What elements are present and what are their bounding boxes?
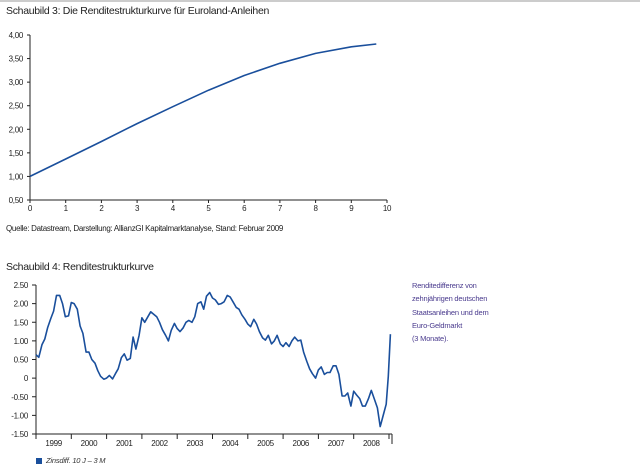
x-tick-label: 10 bbox=[383, 204, 392, 213]
y-tick-label: 2.50 bbox=[14, 281, 29, 290]
y-tick-label: 0.50 bbox=[14, 356, 29, 365]
x-tick-label: 2008 bbox=[363, 439, 380, 448]
x-tick-label: 4 bbox=[171, 204, 176, 213]
x-tick-label: 3 bbox=[135, 204, 140, 213]
y-tick-label: 1,50 bbox=[9, 149, 24, 158]
x-tick-label: 6 bbox=[242, 204, 247, 213]
top-border bbox=[0, 0, 640, 2]
x-tick-label: 1 bbox=[64, 204, 69, 213]
yield-curve-line bbox=[29, 43, 377, 178]
side-note-line: zehnjährigen deutschen bbox=[412, 294, 488, 304]
x-tick-label: 0 bbox=[28, 204, 33, 213]
y-tick-label: 1.00 bbox=[14, 337, 29, 346]
x-tick-label: 2003 bbox=[187, 439, 204, 448]
y-tick-label: 2.00 bbox=[14, 300, 29, 309]
side-note-line: (3 Monate). bbox=[412, 334, 449, 344]
x-tick-label: 5 bbox=[206, 204, 211, 213]
y-tick-label: -0.50 bbox=[11, 393, 29, 402]
y-tick-label: 3,00 bbox=[9, 78, 24, 87]
side-note-line: Staatsanleihen und dem bbox=[412, 307, 489, 317]
spread-series-line bbox=[35, 291, 392, 428]
x-tick-label: 9 bbox=[349, 204, 354, 213]
x-tick-label: 2007 bbox=[328, 439, 345, 448]
y-tick-label: 0 bbox=[24, 374, 29, 383]
y-tick-label: 1,00 bbox=[9, 172, 24, 181]
side-note: Renditedifferenz von zehnjährigen deutsc… bbox=[412, 279, 489, 345]
y-tick-label: -1.00 bbox=[11, 411, 29, 420]
y-tick-label: 1.50 bbox=[14, 318, 29, 327]
legend-label: Zinsdiff. 10 J – 3 M bbox=[46, 456, 106, 465]
side-note-line: Euro-Geldmarkt bbox=[412, 320, 463, 330]
chart1-source: Quelle: Datastream, Darstellung: Allianz… bbox=[6, 224, 284, 233]
y-tick-label: 3,50 bbox=[9, 55, 24, 64]
chart2-legend: Zinsdiff. 10 J – 3 M bbox=[36, 456, 106, 465]
y-tick-label: -1.50 bbox=[11, 430, 29, 439]
x-tick-label: 2005 bbox=[257, 439, 274, 448]
y-tick-label: 4,00 bbox=[9, 31, 24, 40]
x-tick-label: 7 bbox=[278, 204, 283, 213]
x-tick-label: 2000 bbox=[81, 439, 98, 448]
x-tick-label: 2006 bbox=[292, 439, 309, 448]
side-note-line: Renditedifferenz von bbox=[412, 281, 477, 290]
y-tick-label: 2,50 bbox=[9, 102, 24, 111]
chart2-title: Schaubild 4: Renditestrukturkurve bbox=[6, 261, 154, 273]
chart1-title: Schaubild 3: Die Renditestrukturkurve fü… bbox=[6, 5, 270, 17]
x-tick-label: 2 bbox=[99, 204, 104, 213]
x-tick-label: 2001 bbox=[116, 439, 133, 448]
y-tick-label: 2,00 bbox=[9, 125, 24, 134]
x-tick-label: 8 bbox=[314, 204, 319, 213]
x-tick-label: 2004 bbox=[222, 439, 239, 448]
x-tick-label: 1999 bbox=[45, 439, 62, 448]
y-tick-label: 0,50 bbox=[9, 196, 24, 205]
legend-swatch bbox=[36, 458, 42, 465]
x-tick-label: 2002 bbox=[151, 439, 168, 448]
